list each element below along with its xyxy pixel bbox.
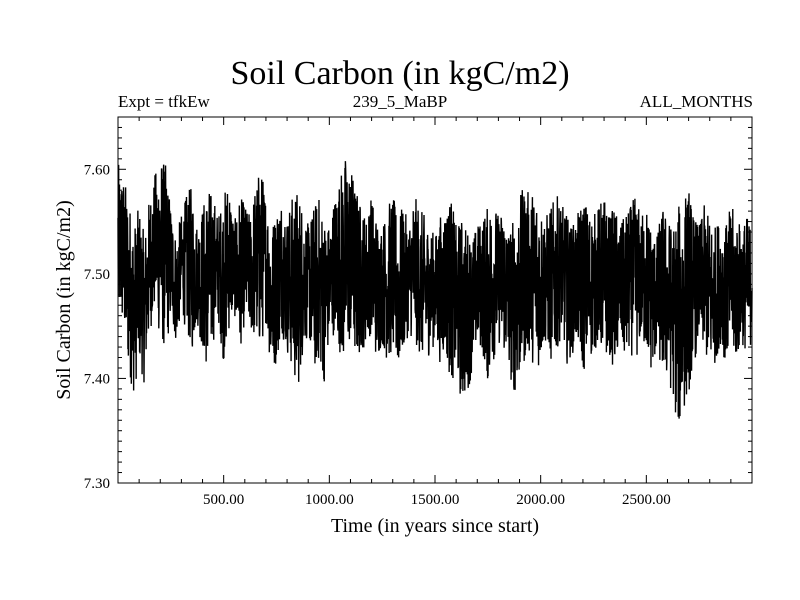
plot-data xyxy=(117,161,753,419)
x-axis-label: Time (in years since start) xyxy=(331,515,539,537)
soil-carbon-line xyxy=(117,161,753,419)
experiment-label: Expt = tfkEw xyxy=(118,92,210,111)
y-tick-label: 7.50 xyxy=(84,267,110,283)
chart-title: Soil Carbon (in kgC/m2) xyxy=(230,55,570,92)
x-tick-label: 500.00 xyxy=(203,492,244,508)
y-tick-label: 7.30 xyxy=(84,476,110,492)
x-tick-label: 2000.00 xyxy=(516,492,565,508)
axis-ticks: 500.00 1000.00 1500.00 2000.00 2500.00 7.30 7.… xyxy=(84,117,752,508)
months-label: ALL_MONTHS xyxy=(639,92,753,111)
period-label: 239_5_MaBP xyxy=(352,92,448,111)
y-axis-label: Soil Carbon (in kgC/m2) xyxy=(53,200,75,399)
y-tick-label: 7.60 xyxy=(84,162,110,178)
x-tick-label: 1000.00 xyxy=(305,492,354,508)
x-tick-label: 1500.00 xyxy=(411,492,460,508)
x-tick-label: 2500.00 xyxy=(622,492,671,508)
y-tick-label: 7.40 xyxy=(84,371,110,387)
